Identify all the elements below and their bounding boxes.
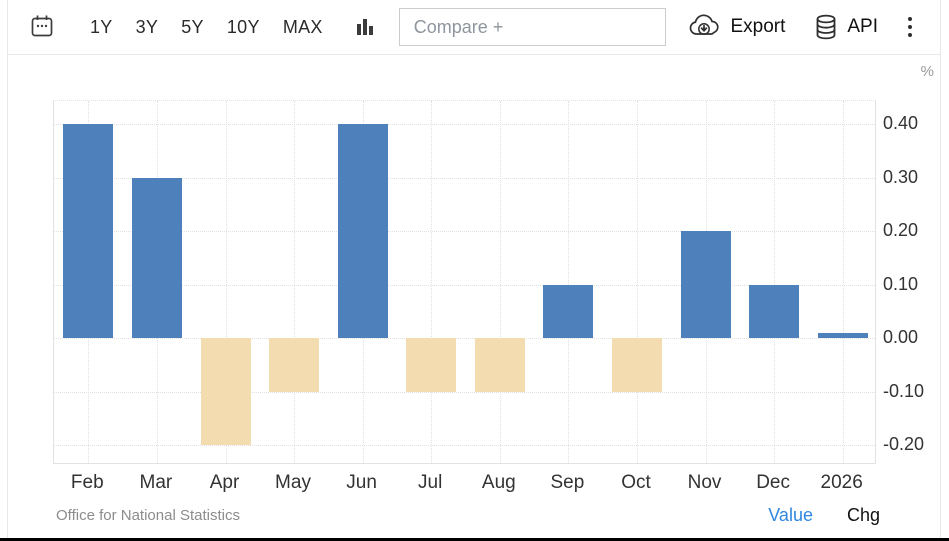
y-axis-tick-label: 0.00 [883, 327, 919, 348]
compare-input[interactable] [398, 8, 666, 46]
x-axis-tick-label: Oct [621, 472, 651, 493]
export-label: Export [730, 16, 786, 37]
vertical-gridline [774, 101, 776, 463]
vertical-gridline [842, 101, 844, 463]
chart-footer: Office for National Statistics Value Chg [8, 499, 940, 538]
bar-mar [131, 177, 182, 339]
column-chart-icon [353, 15, 377, 39]
x-axis-tick-label: Apr [209, 472, 240, 493]
vertical-gridline [499, 101, 501, 463]
x-axis-tick-label: Jul [418, 472, 443, 493]
cloud-download-icon [688, 14, 722, 40]
value-link[interactable]: Value [768, 505, 813, 525]
vertical-gridline [294, 101, 295, 463]
toolbar: 1Y 3Y 5Y 10Y MAX Export [8, 0, 940, 55]
bar-sep [543, 284, 594, 339]
calendar-icon [30, 14, 54, 40]
range-button-1y[interactable]: 1Y [90, 16, 113, 37]
api-button[interactable]: API [813, 13, 878, 41]
chart-widget: 1Y 3Y 5Y 10Y MAX Export [7, 0, 941, 538]
x-axis-tick-label: Feb [70, 472, 104, 493]
source-label: Office for National Statistics [56, 507, 240, 524]
more-menu-button[interactable] [904, 15, 916, 39]
horizontal-gridline [54, 124, 875, 125]
horizontal-gridline [54, 445, 875, 447]
chart-type-button[interactable] [353, 15, 377, 39]
calendar-button[interactable] [30, 14, 54, 40]
horizontal-gridline [54, 338, 875, 340]
x-axis-tick-label: Aug [481, 472, 516, 493]
bar-apr [200, 338, 251, 446]
y-axis-tick-label: -0.10 [883, 380, 925, 401]
api-label: API [847, 16, 878, 37]
range-button-5y[interactable]: 5Y [181, 16, 204, 37]
bar-dec [749, 284, 800, 339]
chg-link[interactable]: Chg [846, 505, 880, 525]
vertical-gridline [637, 101, 638, 463]
y-axis-tick-label: 0.20 [883, 220, 919, 241]
horizontal-gridline [54, 391, 875, 393]
y-axis-tick-label: 0.10 [883, 273, 919, 294]
horizontal-gridline [54, 231, 875, 233]
x-axis-tick-label: Nov [687, 472, 722, 493]
window-bottom-edge [0, 538, 949, 541]
y-axis-tick-label: 0.40 [883, 113, 919, 133]
bar-nov [680, 231, 731, 339]
y-axis-tick-label: -0.20 [883, 434, 925, 455]
range-selector: 1Y 3Y 5Y 10Y MAX [90, 17, 323, 38]
horizontal-gridline [54, 177, 875, 179]
bar-2026 [817, 332, 868, 339]
x-axis-tick-label: Jun [346, 472, 377, 493]
vertical-gridline [225, 101, 227, 463]
bar-aug [474, 338, 525, 392]
x-axis-tick-label: Mar [139, 472, 173, 493]
bar-may [269, 338, 319, 392]
range-button-10y[interactable]: 10Y [226, 16, 260, 37]
horizontal-gridline [54, 284, 875, 286]
x-axis-tick-label: 2026 [820, 472, 863, 493]
kebab-menu-icon [908, 17, 912, 21]
bar-oct [612, 338, 662, 392]
range-button-max[interactable]: MAX [282, 16, 323, 37]
x-axis-tick-label: Sep [550, 472, 585, 493]
database-icon [813, 13, 839, 41]
export-button[interactable]: Export [688, 14, 785, 40]
vertical-gridline [431, 101, 433, 463]
bar-jul [406, 338, 457, 392]
range-button-3y[interactable]: 3Y [135, 16, 159, 37]
bar-feb [63, 124, 114, 339]
chart-area: % 0.40 0.30 0.20 0.10 0.00 -0.10 -0.20 Feb Mar A… [8, 55, 940, 499]
x-axis-tick-label: May [275, 472, 311, 493]
y-axis-tick-label: 0.30 [883, 166, 919, 187]
bar-chart-plot [53, 100, 876, 464]
vertical-gridline [568, 101, 570, 463]
x-axis-tick-label: Dec [756, 472, 790, 493]
unit-label: % [920, 63, 934, 80]
bar-jun [337, 124, 388, 339]
